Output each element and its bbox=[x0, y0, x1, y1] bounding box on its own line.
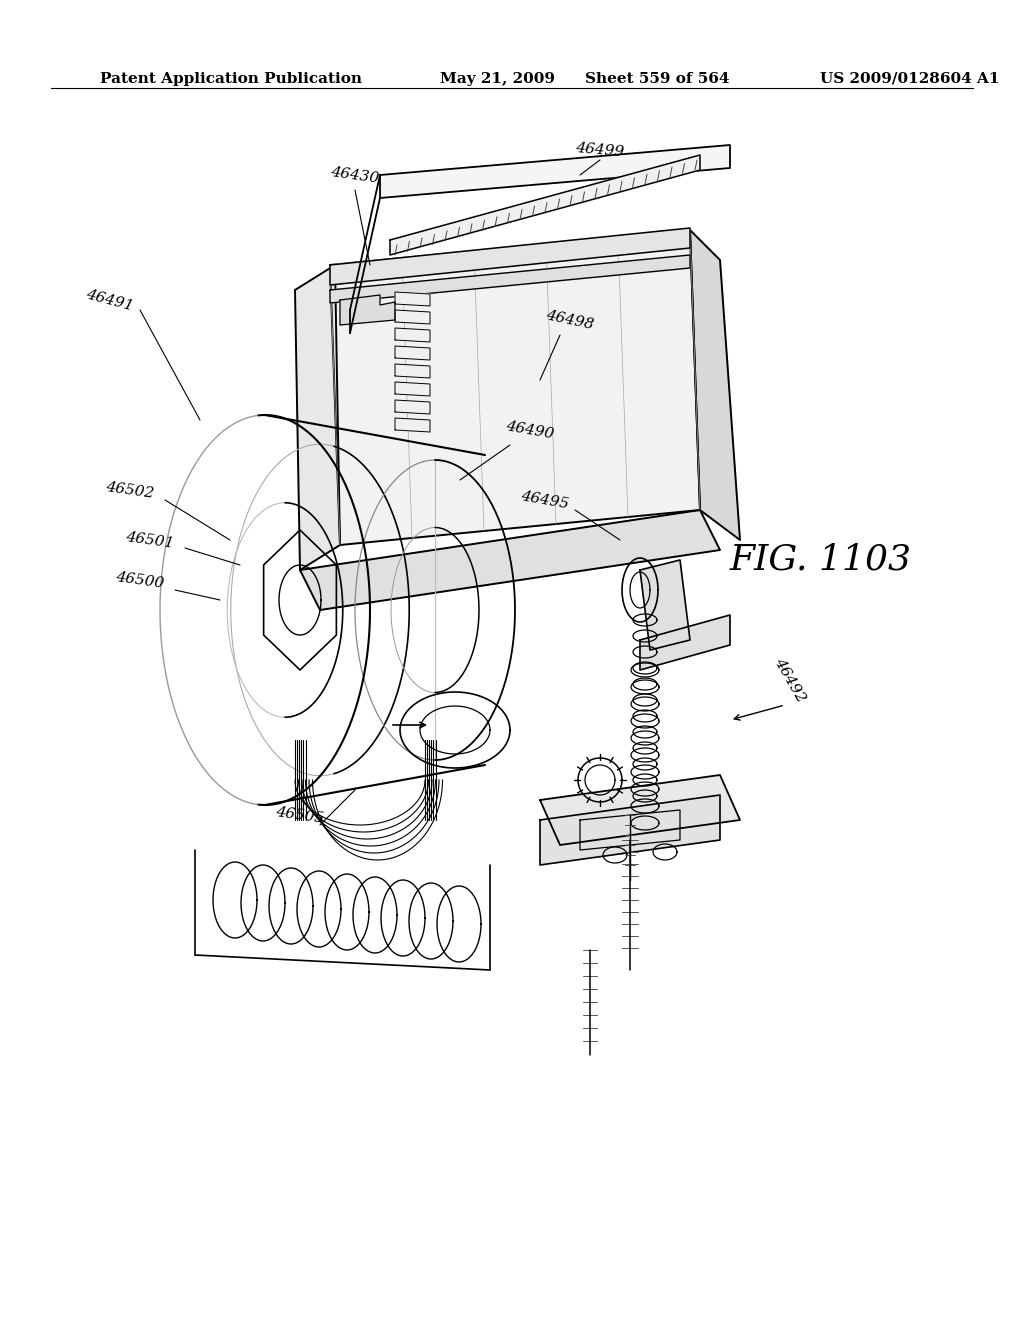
Polygon shape bbox=[395, 364, 430, 378]
Polygon shape bbox=[395, 327, 430, 342]
Polygon shape bbox=[395, 346, 430, 360]
Text: Sheet 559 of 564: Sheet 559 of 564 bbox=[585, 73, 729, 86]
Text: 46490: 46490 bbox=[505, 418, 555, 441]
Text: 46430: 46430 bbox=[330, 165, 380, 185]
Polygon shape bbox=[395, 418, 430, 432]
Text: 46499: 46499 bbox=[575, 141, 625, 160]
Polygon shape bbox=[640, 615, 730, 671]
Polygon shape bbox=[395, 400, 430, 414]
Polygon shape bbox=[690, 230, 740, 540]
Polygon shape bbox=[330, 230, 700, 545]
Text: 46502: 46502 bbox=[104, 479, 155, 500]
Polygon shape bbox=[330, 228, 690, 285]
Polygon shape bbox=[295, 265, 340, 570]
Polygon shape bbox=[640, 560, 690, 649]
Text: 46495: 46495 bbox=[520, 488, 570, 511]
Polygon shape bbox=[330, 255, 690, 304]
Polygon shape bbox=[390, 154, 700, 255]
Polygon shape bbox=[300, 510, 720, 610]
Polygon shape bbox=[395, 292, 430, 306]
Text: 46501: 46501 bbox=[125, 529, 175, 550]
Text: Patent Application Publication: Patent Application Publication bbox=[100, 73, 362, 86]
Polygon shape bbox=[395, 310, 430, 323]
Polygon shape bbox=[540, 795, 720, 865]
Text: May 21, 2009: May 21, 2009 bbox=[440, 73, 555, 86]
Text: 46505: 46505 bbox=[274, 805, 325, 825]
Text: 46491: 46491 bbox=[85, 286, 135, 313]
Polygon shape bbox=[540, 775, 740, 845]
Polygon shape bbox=[380, 145, 730, 198]
Polygon shape bbox=[340, 294, 395, 325]
Polygon shape bbox=[395, 381, 430, 396]
Text: 46492: 46492 bbox=[772, 656, 808, 705]
Text: 46500: 46500 bbox=[115, 570, 165, 590]
Text: 46498: 46498 bbox=[545, 308, 595, 331]
Text: FIG. 1103: FIG. 1103 bbox=[730, 543, 912, 577]
Text: US 2009/0128604 A1: US 2009/0128604 A1 bbox=[820, 73, 999, 86]
